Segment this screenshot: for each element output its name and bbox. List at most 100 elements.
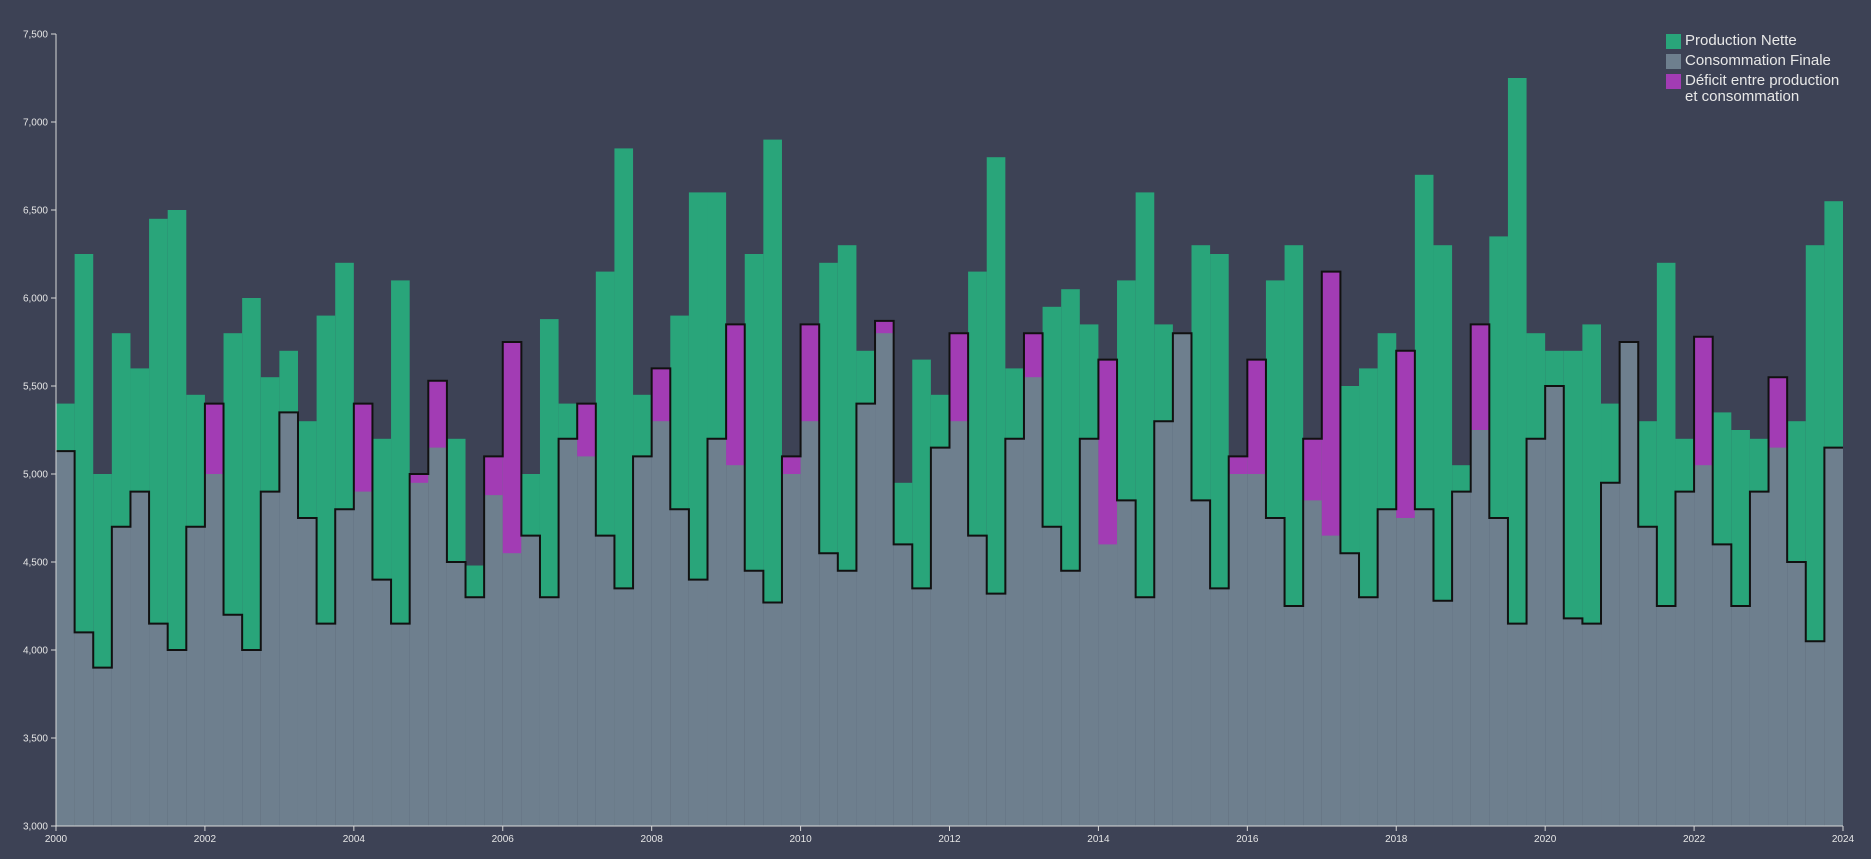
consumption-area: [856, 403, 876, 826]
consumption-area: [56, 451, 75, 826]
consumption-area: [595, 535, 615, 826]
y-tick-label: 5,500: [23, 382, 48, 393]
legend-label: Consommation Finale: [1685, 52, 1831, 69]
deficit-bar: [1694, 336, 1713, 466]
production-surplus-bar: [893, 482, 913, 545]
consumption-area: [391, 623, 410, 826]
consumption-area: [1582, 623, 1602, 826]
consumption-area: [1042, 526, 1062, 826]
production-surplus-bar: [93, 474, 112, 668]
consumption-area: [1601, 482, 1620, 826]
x-tick-label: 2018: [1385, 834, 1408, 845]
production-surplus-bar: [1340, 386, 1360, 554]
consumption-area: [1005, 438, 1024, 826]
x-tick-label: 2012: [938, 834, 961, 845]
x-tick-label: 2022: [1683, 834, 1706, 845]
consumption-area: [1507, 623, 1527, 826]
x-tick-label: 2024: [1832, 834, 1855, 845]
deficit-bar: [781, 456, 801, 474]
production-surplus-bar: [1377, 333, 1397, 510]
production-surplus-bar: [149, 218, 168, 624]
deficit-bar: [428, 380, 447, 448]
consumption-area: [930, 447, 950, 826]
consumption-area: [1340, 553, 1360, 826]
legend-swatch: [1666, 74, 1681, 89]
consumption-area: [1228, 456, 1248, 826]
consumption-area: [1452, 491, 1471, 826]
consumption-area: [465, 597, 485, 826]
production-surplus-bar: [56, 403, 75, 452]
deficit-bar: [651, 368, 671, 422]
production-surplus-bar: [1414, 174, 1434, 510]
production-surplus-bar: [819, 262, 838, 554]
consumption-area: [539, 597, 559, 826]
consumption-area: [744, 570, 764, 826]
y-tick-label: 7,000: [23, 118, 48, 129]
consumption-area: [1284, 606, 1304, 826]
deficit-bar: [1247, 359, 1266, 474]
production-surplus-bar: [111, 333, 131, 527]
x-tick-label: 2016: [1236, 834, 1259, 845]
consumption-area: [688, 579, 708, 826]
y-tick-label: 6,500: [23, 206, 48, 217]
consumption-area: [1172, 333, 1192, 826]
x-tick-label: 2004: [343, 834, 366, 845]
production-surplus-bar: [707, 192, 727, 439]
production-surplus-bar: [1582, 324, 1602, 624]
consumption-area: [1545, 386, 1564, 826]
production-surplus-bar: [1563, 350, 1583, 619]
production-surplus-bar: [521, 474, 540, 536]
production-surplus-bar: [1005, 368, 1024, 439]
consumption-area: [353, 403, 373, 826]
consumption-area: [1061, 570, 1080, 826]
production-surplus-bar: [930, 394, 950, 448]
x-tick-label: 2008: [641, 834, 664, 845]
consumption-area: [1414, 509, 1434, 826]
consumption-area: [837, 570, 857, 826]
production-surplus-bar: [316, 315, 336, 624]
consumption-area: [819, 553, 838, 826]
consumption-area: [149, 623, 168, 826]
consumption-area: [1768, 377, 1788, 826]
production-surplus-bar: [335, 262, 354, 510]
consumption-area: [707, 438, 727, 826]
consumption-area: [335, 509, 354, 826]
production-surplus-bar: [74, 254, 94, 633]
x-tick-label: 2014: [1087, 834, 1110, 845]
production-surplus-bar: [130, 368, 150, 492]
consumption-area: [968, 535, 987, 826]
consumption-area: [781, 456, 801, 826]
consumption-area: [372, 579, 392, 826]
production-surplus-bar: [968, 271, 987, 536]
production-surplus-bar: [1507, 78, 1527, 624]
consumption-area: [614, 588, 634, 826]
production-surplus-bar: [260, 377, 280, 492]
production-surplus-bar: [391, 280, 410, 624]
x-tick-label: 2000: [45, 834, 68, 845]
production-surplus-bar: [1452, 465, 1471, 492]
production-surplus-bar: [1061, 289, 1080, 571]
consumption-area: [1805, 641, 1825, 826]
y-tick-label: 3,500: [23, 734, 48, 745]
production-surplus-bar: [1712, 412, 1732, 545]
consumption-area: [446, 562, 466, 826]
production-surplus-bar: [1787, 421, 1806, 562]
deficit-bar: [1098, 359, 1118, 545]
x-tick-label: 2020: [1534, 834, 1557, 845]
deficit-bar: [353, 403, 373, 492]
consumption-area: [167, 650, 187, 826]
consumption-area: [1675, 491, 1695, 826]
deficit-bar: [800, 324, 820, 422]
consumption-area: [893, 544, 913, 826]
production-surplus-bar: [1284, 245, 1304, 606]
production-surplus-bar: [1191, 245, 1211, 501]
x-tick-label: 2006: [492, 834, 515, 845]
production-surplus-bar: [279, 350, 298, 413]
legend-label: Production Nette: [1685, 32, 1797, 49]
production-surplus-bar: [633, 394, 652, 457]
consumption-area: [1749, 491, 1769, 826]
consumption-area: [1135, 597, 1155, 826]
deficit-bar: [484, 456, 503, 496]
consumption-area: [1619, 342, 1639, 826]
